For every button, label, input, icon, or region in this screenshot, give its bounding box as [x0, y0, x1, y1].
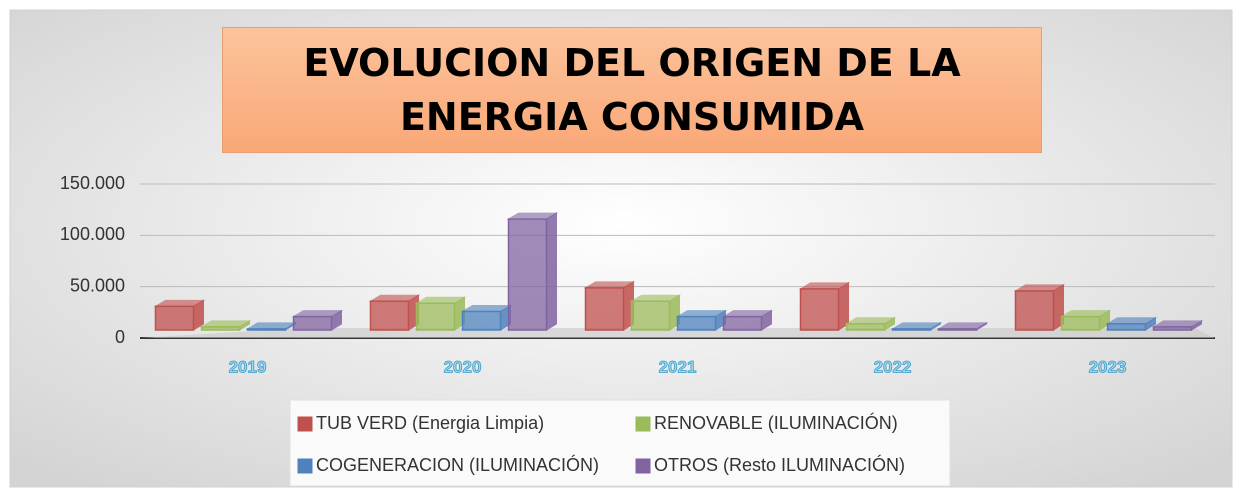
chart-title: EVOLUCION DEL ORIGEN DE LA ENERGIA CONSU…: [222, 27, 1042, 153]
y-tick-label: 100.000: [60, 224, 125, 244]
bar: [292, 315, 333, 331]
legend-swatch: [635, 416, 651, 432]
bar: [369, 300, 410, 331]
x-tick-label: 2023: [1089, 357, 1127, 376]
bar: [630, 300, 671, 331]
legend-swatch: [297, 416, 313, 432]
bar: [584, 287, 625, 331]
bar: [507, 218, 548, 331]
legend-box: [289, 399, 951, 487]
bar: [1106, 323, 1147, 331]
bar: [799, 288, 840, 331]
bar: [937, 328, 978, 331]
x-tick-label: 2021: [659, 357, 697, 376]
bar: [1014, 290, 1055, 331]
bar: [415, 302, 456, 331]
bar: [1152, 326, 1193, 331]
bar: [461, 310, 502, 331]
y-tick-label: 150.000: [60, 173, 125, 193]
x-tick-label: 2019: [229, 357, 267, 376]
y-tick-label: 0: [115, 327, 125, 347]
legend-label: TUB VERD (Energia Limpia): [316, 413, 544, 433]
legend-label: COGENERACION (ILUMINACIÓN): [316, 454, 599, 475]
bar: [1060, 315, 1101, 331]
bar: [845, 323, 886, 331]
bar: [154, 305, 195, 331]
bar: [891, 328, 932, 331]
legend-swatch: [635, 458, 651, 474]
bar: [200, 326, 241, 331]
legend-label: RENOVABLE (ILUMINACIÓN): [654, 412, 898, 433]
y-tick-label: 50.000: [70, 275, 125, 295]
bar: [246, 328, 287, 331]
legend-swatch: [297, 458, 313, 474]
x-tick-label: 2022: [874, 357, 912, 376]
bar: [722, 315, 763, 331]
bar: [676, 315, 717, 331]
legend-label: OTROS (Resto ILUMINACIÓN): [654, 454, 905, 475]
x-tick-label: 2020: [444, 357, 482, 376]
bar-side: [546, 212, 557, 331]
